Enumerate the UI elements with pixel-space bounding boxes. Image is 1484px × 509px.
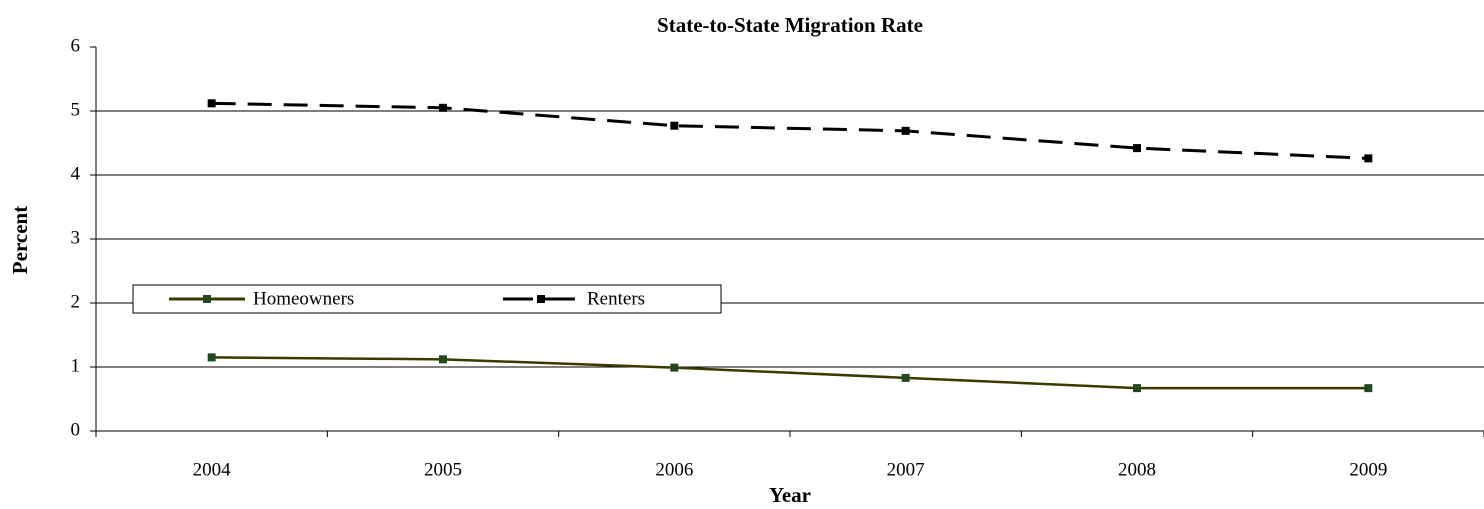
legend-label: Homeowners bbox=[253, 288, 354, 309]
x-tick-label: 2007 bbox=[887, 459, 925, 480]
point-marker bbox=[901, 373, 910, 382]
y-tick-label: 1 bbox=[71, 355, 81, 376]
point-marker bbox=[439, 103, 447, 112]
point-marker bbox=[1133, 384, 1141, 393]
x-tick-label: 2008 bbox=[1118, 459, 1156, 480]
point-marker bbox=[1364, 384, 1373, 393]
legend-marker bbox=[203, 295, 211, 303]
point-marker bbox=[670, 121, 679, 130]
x-tick-label: 2005 bbox=[424, 459, 462, 480]
y-tick-label: 4 bbox=[71, 163, 81, 184]
y-tick-label: 2 bbox=[71, 291, 81, 312]
y-tick-label: 3 bbox=[71, 227, 81, 248]
point-marker bbox=[670, 363, 679, 372]
point-marker bbox=[207, 353, 216, 362]
x-tick-label: 2004 bbox=[193, 459, 232, 480]
x-tick-label: 2009 bbox=[1349, 459, 1387, 480]
legend-label: Renters bbox=[587, 288, 645, 309]
point-marker bbox=[207, 99, 216, 108]
x-tick-label: 2006 bbox=[655, 459, 693, 480]
y-tick-label: 0 bbox=[71, 419, 81, 440]
point-marker bbox=[901, 126, 910, 135]
point-marker bbox=[439, 355, 447, 364]
legend-marker bbox=[537, 295, 545, 303]
y-axis-label: Percent bbox=[8, 206, 32, 274]
point-marker bbox=[1364, 154, 1373, 163]
chart-title: State-to-State Migration Rate bbox=[657, 13, 923, 37]
series-line bbox=[211, 356, 1369, 390]
series-line bbox=[211, 101, 1369, 160]
y-tick-label: 6 bbox=[71, 35, 81, 56]
x-axis-label: Year bbox=[769, 483, 811, 507]
y-tick-label: 5 bbox=[71, 99, 81, 120]
point-marker bbox=[1133, 144, 1141, 153]
